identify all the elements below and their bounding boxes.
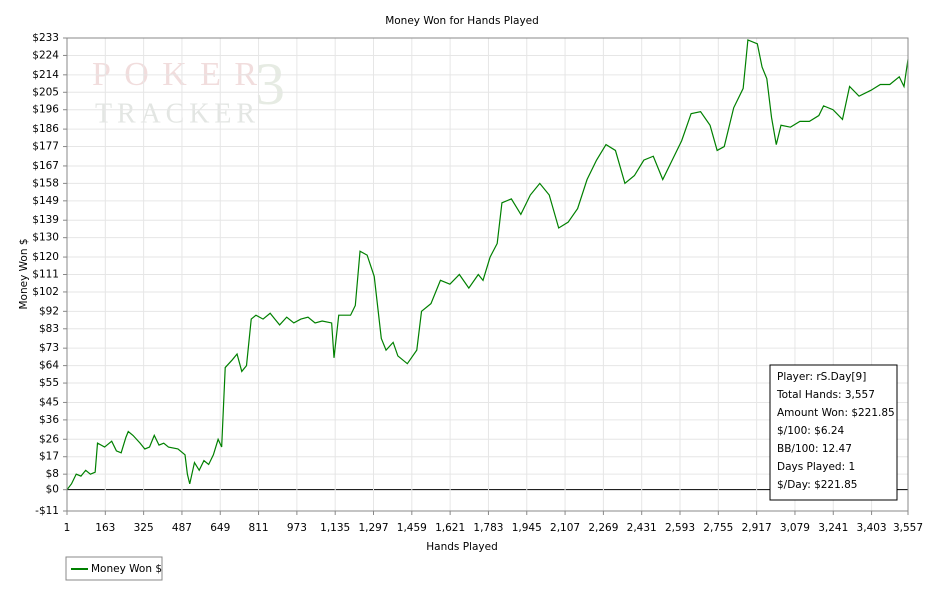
x-tick-label: 3,241 bbox=[818, 522, 848, 534]
x-tick-label: 2,269 bbox=[588, 522, 618, 534]
y-tick-label: -$11 bbox=[35, 505, 59, 517]
x-tick-label: 811 bbox=[249, 522, 269, 534]
x-tick-label: 2,593 bbox=[665, 522, 695, 534]
watermark-bottom: TRACKER bbox=[95, 98, 255, 129]
y-tick-label: $158 bbox=[32, 177, 59, 189]
x-tick-label: 3,403 bbox=[857, 522, 887, 534]
y-tick-label: $233 bbox=[32, 32, 59, 44]
x-tick-label: 163 bbox=[95, 522, 115, 534]
info-box: Player: rS.Day[9] Total Hands: 3,557 Amoun… bbox=[769, 364, 898, 501]
info-line: $/Day: $221.85 bbox=[777, 479, 857, 491]
y-tick-label: $73 bbox=[39, 342, 59, 354]
y-tick-label: $83 bbox=[39, 323, 59, 335]
info-line: Total Hands: 3,557 bbox=[776, 389, 875, 401]
x-tick-label: 2,755 bbox=[703, 522, 733, 534]
y-tick-label: $92 bbox=[39, 305, 59, 317]
y-tick-label: $205 bbox=[32, 86, 59, 98]
legend-frame bbox=[65, 556, 163, 581]
x-tick-label: 487 bbox=[172, 522, 192, 534]
info-line: Player: rS.Day[9] bbox=[777, 371, 866, 383]
y-tick-label: $102 bbox=[32, 286, 59, 298]
x-tick-label: 2,107 bbox=[550, 522, 580, 534]
x-tick-label: 649 bbox=[210, 522, 230, 534]
y-tick-label: $111 bbox=[32, 269, 59, 281]
x-tick-label: 3,557 bbox=[893, 522, 923, 534]
y-tick-label: $0 bbox=[46, 484, 59, 496]
y-tick-label: $186 bbox=[32, 123, 59, 135]
y-tick-label: $149 bbox=[32, 195, 59, 207]
info-line: $/100: $6.24 bbox=[777, 425, 845, 437]
watermark-mark: 3 bbox=[255, 51, 285, 117]
y-tick-label: $214 bbox=[32, 69, 59, 81]
x-tick-label: 1,945 bbox=[512, 522, 542, 534]
y-tick-label: $167 bbox=[32, 160, 59, 172]
y-tick-label: $55 bbox=[39, 377, 59, 389]
y-tick-label: $196 bbox=[32, 104, 59, 116]
y-tick-label: $120 bbox=[32, 251, 59, 263]
y-axis-label: Money Won $ bbox=[18, 238, 30, 309]
x-tick-label: 3,079 bbox=[780, 522, 810, 534]
y-tick-label: $45 bbox=[39, 396, 59, 408]
y-tick-label: $26 bbox=[39, 433, 59, 445]
legend: Money Won $ bbox=[65, 556, 163, 581]
y-tick-label: $36 bbox=[39, 414, 59, 426]
x-tick-label: 325 bbox=[134, 522, 154, 534]
y-tick-label: $139 bbox=[32, 214, 59, 226]
x-axis-label: Hands Played bbox=[426, 541, 497, 553]
x-tick-label: 1,297 bbox=[358, 522, 388, 534]
y-tick-label: $17 bbox=[39, 451, 59, 463]
x-tick-label: 1,783 bbox=[473, 522, 503, 534]
info-box-frame bbox=[769, 364, 898, 501]
x-tick-label: 2,917 bbox=[742, 522, 772, 534]
y-tick-label: $177 bbox=[32, 141, 59, 153]
legend-label: Money Won $ bbox=[91, 563, 162, 575]
info-line: Days Played: 1 bbox=[777, 461, 855, 473]
y-tick-label: $64 bbox=[39, 360, 59, 372]
y-tick-label: $224 bbox=[32, 49, 59, 61]
info-line: BB/100: 12.47 bbox=[777, 443, 852, 455]
info-line: Amount Won: $221.85 bbox=[777, 407, 895, 419]
chart-title: Money Won for Hands Played bbox=[385, 15, 539, 27]
x-tick-label: 1,135 bbox=[320, 522, 350, 534]
x-tick-label: 973 bbox=[287, 522, 307, 534]
y-tick-label: $130 bbox=[32, 232, 59, 244]
x-tick-label: 1,459 bbox=[397, 522, 427, 534]
x-tick-label: 1 bbox=[64, 522, 71, 534]
x-tick-label: 2,431 bbox=[627, 522, 657, 534]
x-tick-label: 1,621 bbox=[435, 522, 465, 534]
y-tick-label: $8 bbox=[46, 468, 59, 480]
data-line bbox=[66, 39, 909, 491]
